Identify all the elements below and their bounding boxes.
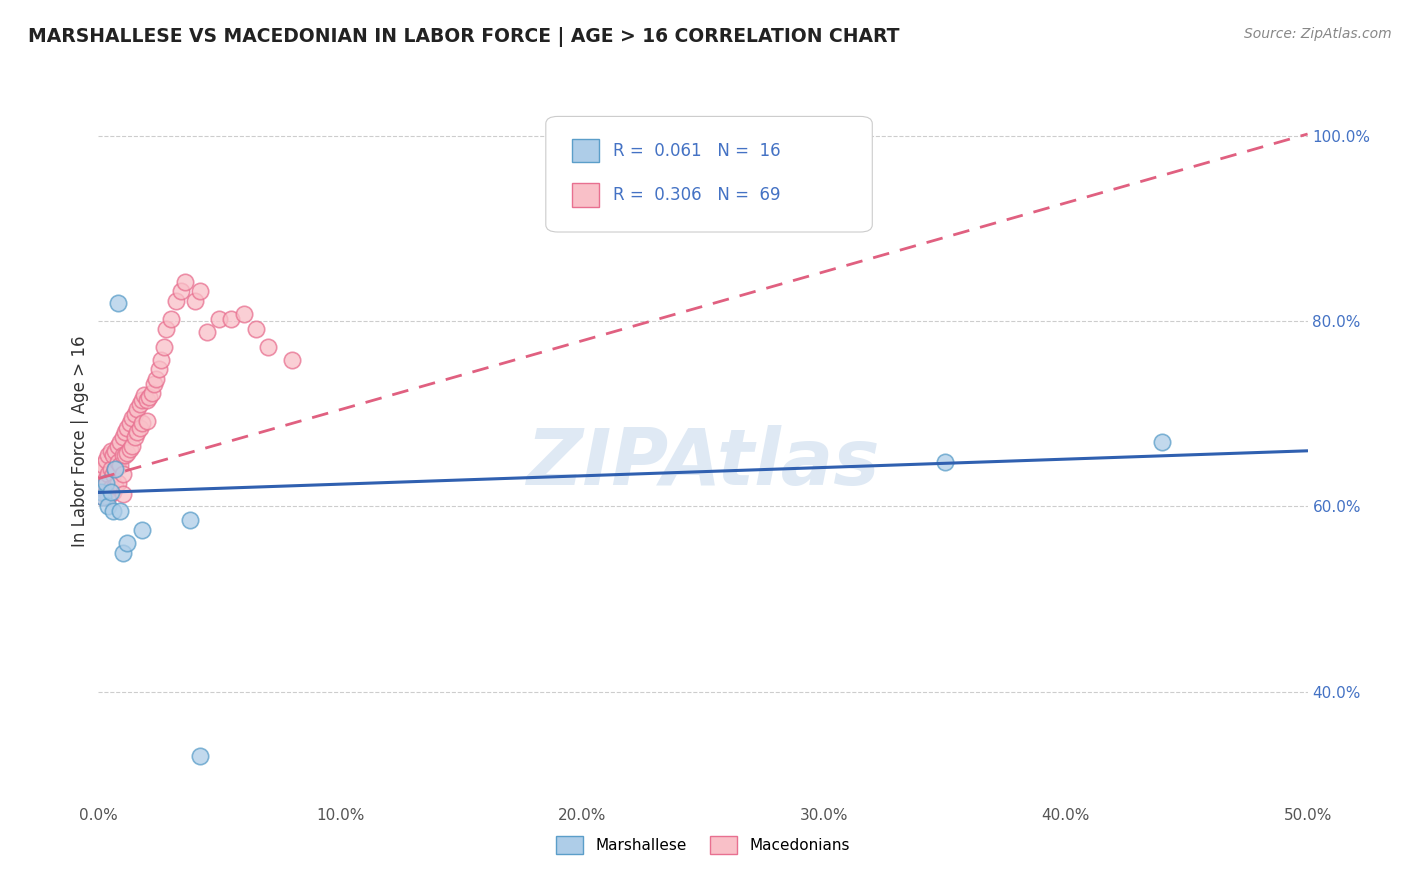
Point [100,462,122,476]
Point [174,275,197,289]
Point [111,546,134,560]
Text: MARSHALLESE VS MACEDONIAN IN LABOR FORCE | AGE > 16 CORRELATION CHART: MARSHALLESE VS MACEDONIAN IN LABOR FORCE… [28,27,900,46]
Point [104,443,127,458]
Point [281,353,304,368]
Point [124,407,146,421]
Point [94,485,117,500]
Point [94,472,117,486]
Point [108,434,131,449]
Point [256,340,278,354]
Point [128,420,150,434]
Point [111,449,134,463]
Point [97,449,120,463]
Point [111,487,134,501]
Point [188,285,211,299]
Text: ZIPAtlas: ZIPAtlas [526,425,880,501]
Point [127,402,149,417]
Point [131,523,153,537]
Point [101,467,124,481]
Point [143,377,166,392]
Point [138,390,160,404]
Point [169,285,191,299]
Point [124,430,146,444]
Point [179,513,201,527]
Point [131,392,153,407]
Point [100,443,122,458]
Point [100,485,122,500]
Point [107,455,129,469]
Point [145,371,167,385]
Point [94,476,117,491]
Point [107,295,129,310]
Point [91,490,114,504]
Point [141,386,163,401]
FancyBboxPatch shape [572,139,599,162]
Point [117,536,139,550]
Point [148,362,170,376]
Point [221,312,243,326]
Point [155,321,177,335]
Point [195,325,218,339]
Point [107,439,129,453]
Point [118,416,141,430]
Legend: Marshallese, Macedonians: Marshallese, Macedonians [550,830,856,860]
Point [127,425,149,440]
Point [111,467,134,481]
Point [134,388,156,402]
Point [117,420,139,434]
Text: R =  0.306   N =  69: R = 0.306 N = 69 [613,186,780,204]
Point [188,749,211,764]
Point [91,490,114,504]
Point [135,414,157,428]
Point [104,462,127,476]
Point [184,293,207,308]
Point [90,462,112,476]
Point [108,458,131,472]
Point [117,445,139,459]
Point [107,476,129,491]
Point [114,425,136,440]
Point [150,353,173,368]
Point [160,312,183,326]
Point [245,321,267,335]
Point [101,504,124,518]
Point [152,340,174,354]
Point [90,485,112,500]
Point [97,490,120,504]
Point [114,449,136,463]
Text: Source: ZipAtlas.com: Source: ZipAtlas.com [1244,27,1392,41]
Point [121,411,143,425]
Point [101,449,124,463]
Point [121,439,143,453]
Point [100,481,122,495]
Point [232,307,254,321]
Point [135,392,157,407]
Point [934,455,956,469]
Point [97,467,120,481]
Point [118,442,141,456]
Point [131,416,153,430]
Point [111,430,134,444]
Point [165,293,187,308]
Text: R =  0.061   N =  16: R = 0.061 N = 16 [613,142,780,160]
Point [91,476,114,491]
Point [91,458,114,472]
Point [208,312,231,326]
FancyBboxPatch shape [546,116,872,232]
Point [97,500,120,514]
Point [101,485,124,500]
Point [128,397,150,411]
Point [104,462,127,476]
Point [90,481,112,495]
Y-axis label: In Labor Force | Age > 16: In Labor Force | Age > 16 [70,335,89,548]
FancyBboxPatch shape [572,184,599,207]
Point [104,479,127,493]
Point [1152,434,1174,449]
Point [94,453,117,467]
Point [108,504,131,518]
